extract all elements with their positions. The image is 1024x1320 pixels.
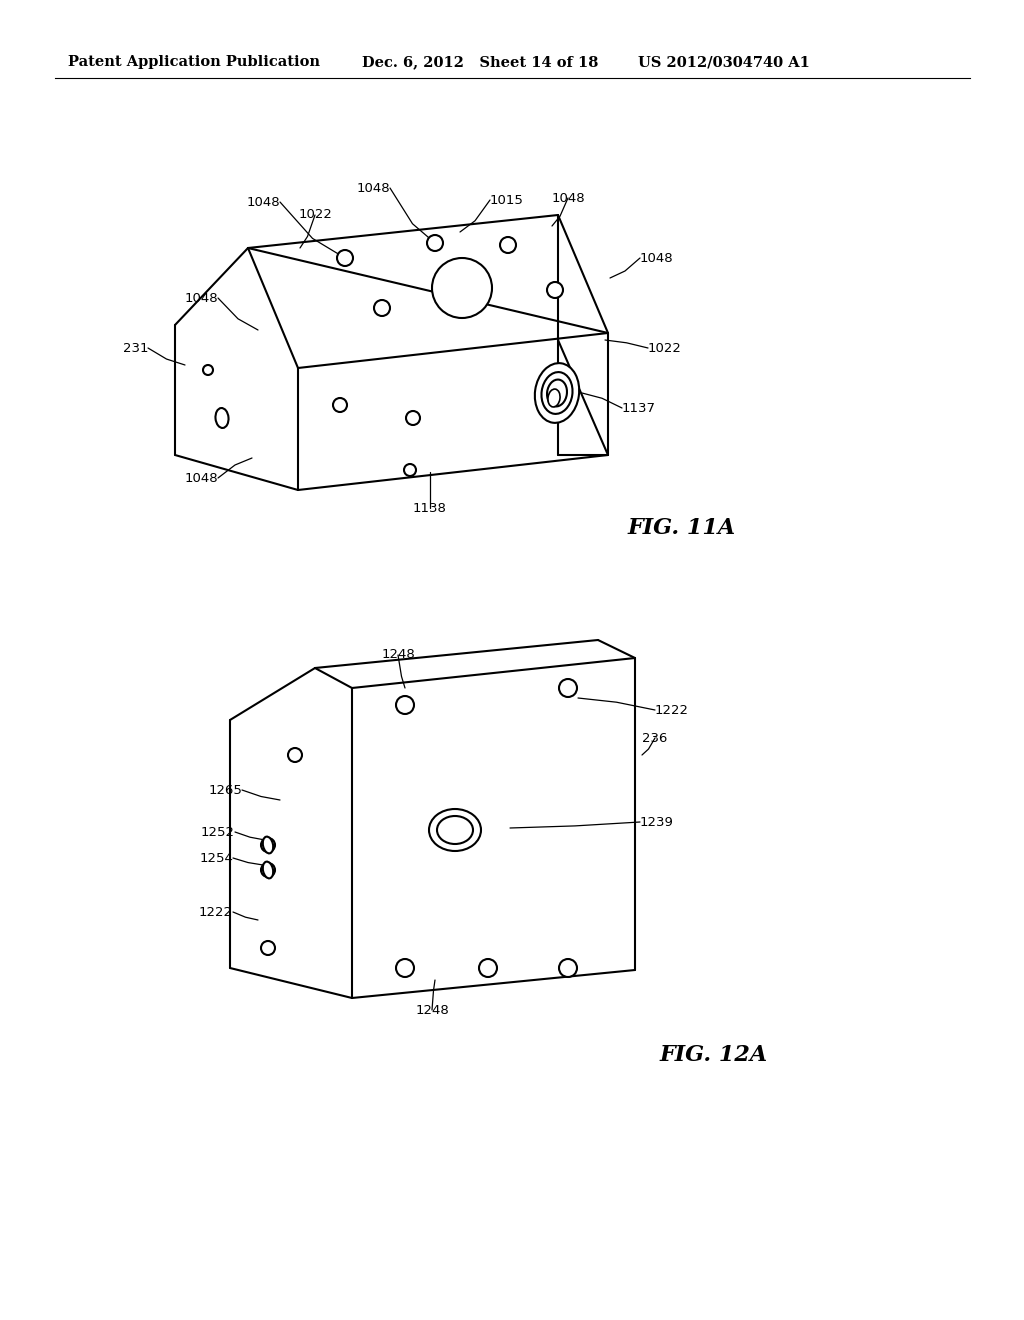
Text: 1048: 1048 <box>356 181 390 194</box>
Circle shape <box>333 399 347 412</box>
Circle shape <box>404 465 416 477</box>
Circle shape <box>432 257 492 318</box>
Text: 1048: 1048 <box>247 195 280 209</box>
Text: Patent Application Publication: Patent Application Publication <box>68 55 319 69</box>
Circle shape <box>406 411 420 425</box>
Ellipse shape <box>548 389 560 407</box>
Text: 1015: 1015 <box>490 194 524 206</box>
Circle shape <box>396 696 414 714</box>
Text: 1248: 1248 <box>381 648 415 661</box>
Circle shape <box>559 960 577 977</box>
Text: US 2012/0304740 A1: US 2012/0304740 A1 <box>638 55 810 69</box>
Circle shape <box>261 863 275 876</box>
Circle shape <box>559 678 577 697</box>
Ellipse shape <box>547 380 567 407</box>
Text: 1048: 1048 <box>640 252 674 264</box>
Text: 1239: 1239 <box>640 816 674 829</box>
Text: 1252: 1252 <box>201 825 234 838</box>
Circle shape <box>203 366 213 375</box>
Text: 236: 236 <box>642 731 668 744</box>
Text: 1137: 1137 <box>622 401 656 414</box>
Circle shape <box>374 300 390 315</box>
Text: 1222: 1222 <box>199 906 233 919</box>
Text: 1048: 1048 <box>184 471 218 484</box>
Circle shape <box>288 748 302 762</box>
Circle shape <box>261 838 275 851</box>
Text: 1022: 1022 <box>298 209 332 222</box>
Text: FIG. 11A: FIG. 11A <box>628 517 736 539</box>
Circle shape <box>337 249 353 267</box>
Text: 1248: 1248 <box>415 1003 449 1016</box>
Text: Dec. 6, 2012   Sheet 14 of 18: Dec. 6, 2012 Sheet 14 of 18 <box>362 55 598 69</box>
Circle shape <box>427 235 443 251</box>
Ellipse shape <box>215 408 228 428</box>
Circle shape <box>261 941 275 954</box>
Ellipse shape <box>535 363 580 422</box>
Ellipse shape <box>542 372 572 414</box>
Circle shape <box>396 960 414 977</box>
Circle shape <box>479 960 497 977</box>
Text: 1022: 1022 <box>648 342 682 355</box>
Ellipse shape <box>437 816 473 843</box>
Text: 1254: 1254 <box>199 851 233 865</box>
Text: 1265: 1265 <box>208 784 242 796</box>
Text: 231: 231 <box>123 342 148 355</box>
Text: 1048: 1048 <box>184 292 218 305</box>
Ellipse shape <box>263 837 273 853</box>
Ellipse shape <box>429 809 481 851</box>
Text: 1222: 1222 <box>655 704 689 717</box>
Circle shape <box>500 238 516 253</box>
Ellipse shape <box>263 862 273 878</box>
Text: 1138: 1138 <box>413 502 446 515</box>
Text: 1048: 1048 <box>551 191 585 205</box>
Circle shape <box>547 282 563 298</box>
Text: FIG. 12A: FIG. 12A <box>660 1044 768 1067</box>
